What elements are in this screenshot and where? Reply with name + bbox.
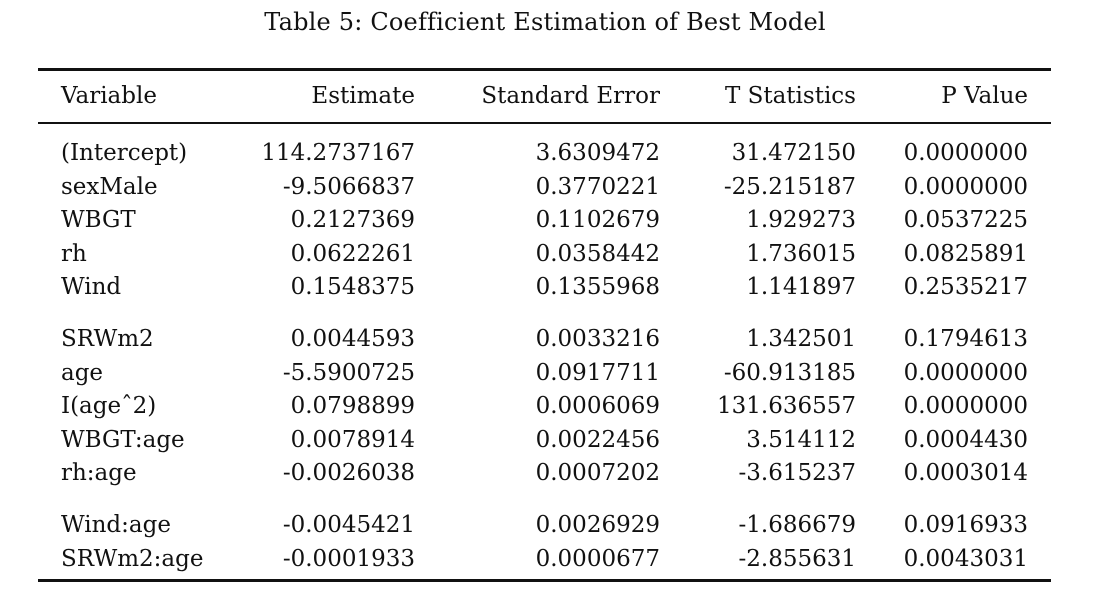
table-body: (Intercept) 114.2737167 3.6309472 31.472… — [38, 124, 1051, 579]
cell-estimate: 0.0044593 — [290, 325, 415, 352]
cell-standard-error: 0.3770221 — [535, 173, 660, 200]
group-spacer — [38, 488, 1051, 506]
cell-estimate: -5.5900725 — [282, 359, 415, 386]
cell-estimate: -9.5066837 — [282, 173, 415, 200]
cell-t-statistic: -2.855631 — [738, 545, 856, 572]
cell-variable: SRWm2:age — [61, 545, 204, 572]
header-p-value: P Value — [941, 83, 1028, 109]
group-spacer — [38, 302, 1051, 320]
cell-p-value: 0.0000000 — [903, 359, 1028, 386]
cell-estimate: -0.0026038 — [282, 460, 415, 487]
cell-t-statistic: 31.472150 — [731, 140, 856, 166]
table-row: SRWm2:age -0.0001933 0.0000677 -2.855631… — [38, 540, 1051, 574]
table-row: WBGT:age 0.0078914 0.0022456 3.514112 0.… — [38, 421, 1051, 455]
cell-variable: age — [61, 359, 104, 386]
cell-t-statistic: 1.342501 — [746, 325, 856, 352]
cell-estimate: 0.0622261 — [290, 240, 415, 267]
coefficient-table: Variable Estimate Standard Error T Stati… — [38, 68, 1051, 583]
cell-variable: I(ageˆ2) — [61, 393, 157, 420]
cell-t-statistic: -1.686679 — [738, 511, 856, 538]
cell-estimate: -0.0001933 — [282, 545, 415, 572]
table-row: Wind 0.1548375 0.1355968 1.141897 0.2535… — [38, 268, 1051, 302]
cell-p-value: 0.0537225 — [903, 207, 1028, 234]
cell-t-statistic: -25.215187 — [723, 173, 856, 200]
cell-t-statistic: 1.736015 — [746, 240, 856, 267]
table-bottom-rule — [38, 579, 1051, 583]
cell-estimate: 0.1548375 — [290, 274, 415, 301]
cell-estimate: 0.0078914 — [290, 426, 415, 453]
cell-p-value: 0.0916933 — [903, 511, 1028, 538]
cell-standard-error: 0.0026929 — [535, 511, 660, 538]
cell-variable: rh:age — [61, 460, 137, 487]
cell-p-value: 0.2535217 — [903, 274, 1028, 301]
table-row: SRWm2 0.0044593 0.0033216 1.342501 0.179… — [38, 320, 1051, 354]
header-variable: Variable — [61, 83, 157, 109]
cell-standard-error: 0.0022456 — [535, 426, 660, 453]
cell-standard-error: 0.0033216 — [535, 325, 660, 352]
table-row: sexMale -9.5066837 0.3770221 -25.215187 … — [38, 168, 1051, 202]
cell-variable: Wind — [61, 274, 122, 301]
cell-t-statistic: -3.615237 — [738, 460, 856, 487]
cell-standard-error: 0.1102679 — [535, 207, 660, 234]
cell-p-value: 0.0000000 — [903, 393, 1028, 420]
table-row: I(ageˆ2) 0.0798899 0.0006069 131.636557 … — [38, 387, 1051, 421]
cell-variable: SRWm2 — [61, 325, 154, 352]
cell-standard-error: 0.0358442 — [535, 240, 660, 267]
cell-variable: Wind:age — [61, 511, 171, 538]
table-row: rh:age -0.0026038 0.0007202 -3.615237 0.… — [38, 454, 1051, 488]
cell-estimate: 114.2737167 — [261, 140, 415, 166]
cell-standard-error: 0.0006069 — [535, 393, 660, 420]
cell-p-value: 0.0043031 — [903, 545, 1028, 572]
cell-p-value: 0.0004430 — [903, 426, 1028, 453]
cell-t-statistic: 1.929273 — [746, 207, 856, 234]
cell-p-value: 0.0000000 — [903, 140, 1028, 166]
header-standard-error: Standard Error — [481, 83, 660, 109]
cell-variable: WBGT:age — [61, 426, 185, 453]
cell-standard-error: 0.0917711 — [535, 359, 660, 386]
cell-t-statistic: 1.141897 — [746, 274, 856, 301]
header-t-statistics: T Statistics — [724, 83, 856, 109]
cell-estimate: 0.2127369 — [290, 207, 415, 234]
cell-p-value: 0.0825891 — [903, 240, 1028, 267]
cell-variable: sexMale — [61, 173, 158, 200]
table-top-rule — [38, 68, 1051, 71]
cell-variable: rh — [61, 240, 87, 267]
table-header-row: Variable Estimate Standard Error T Stati… — [38, 71, 1051, 122]
cell-p-value: 0.1794613 — [903, 325, 1028, 352]
table-caption: Table 5: Coefficient Estimation of Best … — [264, 8, 826, 36]
table-row: WBGT 0.2127369 0.1102679 1.929273 0.0537… — [38, 201, 1051, 235]
cell-p-value: 0.0003014 — [903, 460, 1028, 487]
cell-t-statistic: -60.913185 — [723, 359, 856, 386]
cell-t-statistic: 3.514112 — [746, 426, 856, 453]
cell-estimate: 0.0798899 — [290, 393, 415, 420]
cell-p-value: 0.0000000 — [903, 173, 1028, 200]
cell-t-statistic: 131.636557 — [716, 393, 856, 420]
table-row: age -5.5900725 0.0917711 -60.913185 0.00… — [38, 354, 1051, 388]
cell-standard-error: 0.1355968 — [535, 274, 660, 301]
table-row: rh 0.0622261 0.0358442 1.736015 0.082589… — [38, 235, 1051, 269]
cell-variable: WBGT — [61, 207, 136, 234]
table-header-rule — [38, 122, 1051, 124]
table-row: (Intercept) 114.2737167 3.6309472 31.472… — [38, 134, 1051, 168]
table-row: Wind:age -0.0045421 0.0026929 -1.686679 … — [38, 506, 1051, 540]
cell-estimate: -0.0045421 — [282, 511, 415, 538]
cell-standard-error: 3.6309472 — [535, 140, 660, 166]
cell-standard-error: 0.0007202 — [535, 460, 660, 487]
cell-standard-error: 0.0000677 — [535, 545, 660, 572]
header-estimate: Estimate — [311, 83, 415, 109]
cell-variable: (Intercept) — [61, 140, 188, 166]
